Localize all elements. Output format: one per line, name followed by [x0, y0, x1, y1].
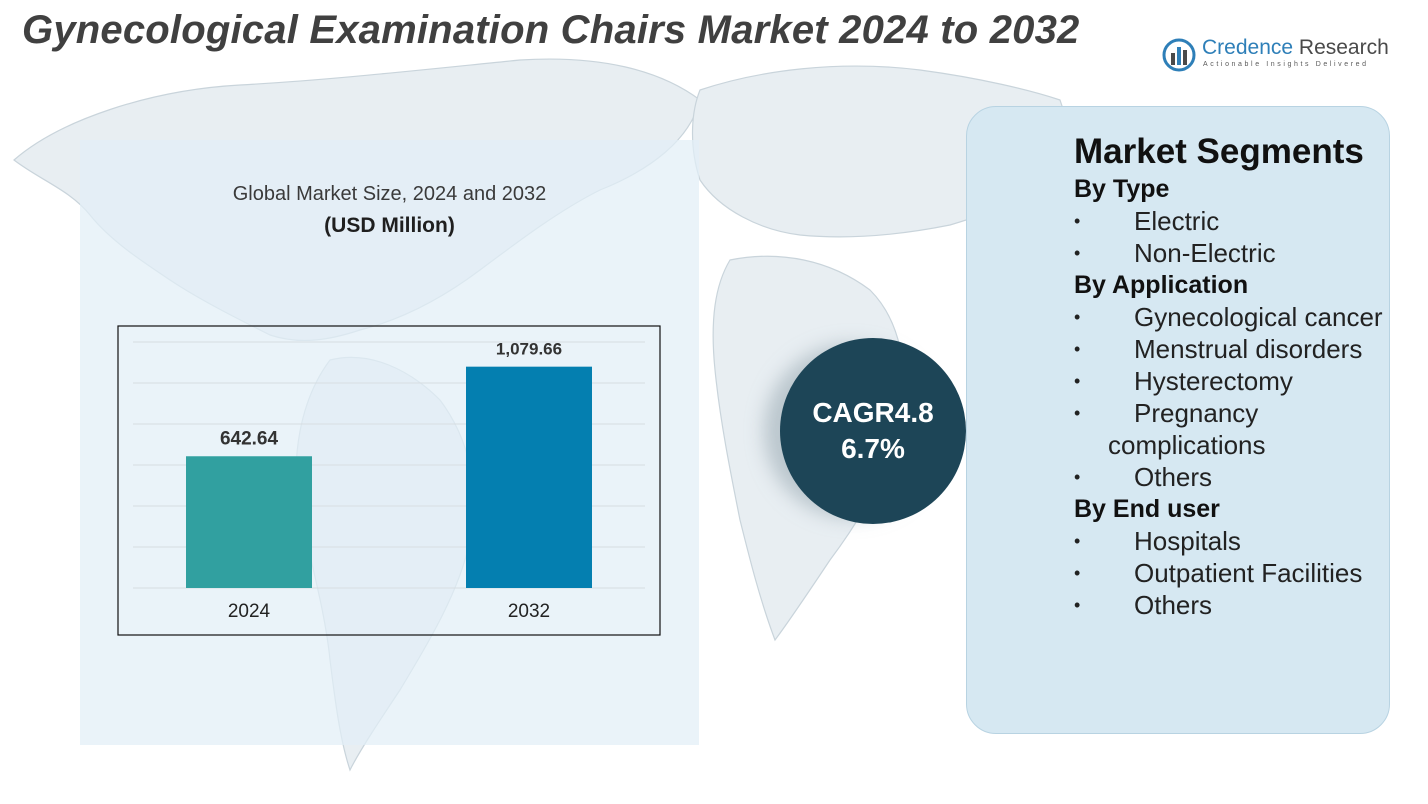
segment-item: • Others — [1074, 461, 1390, 493]
bullet-icon: • — [1074, 371, 1081, 391]
bullet-icon: • — [1074, 531, 1081, 551]
segment-item-label: Non-Electric — [1134, 238, 1276, 268]
bar-chart-logo-icon — [1162, 38, 1196, 72]
bullet-icon: • — [1074, 243, 1081, 263]
segment-item: • Gynecological cancer — [1074, 301, 1390, 333]
cagr-label: CAGR4.8 — [812, 397, 934, 428]
chart-panel: Global Market Size, 2024 and 2032 (USD M… — [80, 140, 699, 745]
segment-group-title: By Type — [1074, 175, 1170, 203]
segment-item-label: Menstrual disorders — [1134, 334, 1363, 364]
logo-name-secondary: Research — [1298, 36, 1389, 59]
segment-item-label: Gynecological cancer — [1134, 302, 1383, 332]
segment-group-title: By End user — [1074, 495, 1220, 523]
bullet-icon: • — [1074, 595, 1081, 615]
segment-item: • Outpatient Facilities — [1074, 557, 1390, 589]
category-label-2032: 2032 — [508, 601, 550, 622]
bar-chart: 642.64 1,079.66 2024 2032 — [117, 325, 661, 636]
logo-tagline: Actionable Insights Delivered — [1203, 61, 1369, 68]
bullet-icon: • — [1074, 307, 1081, 327]
chart-value-labels: 642.64 1,079.66 — [220, 340, 562, 450]
bullet-icon: • — [1074, 563, 1081, 583]
logo-name: Credence Research — [1202, 36, 1389, 60]
segment-item-label: Outpatient Facilities — [1134, 558, 1363, 588]
bullet-icon: • — [1074, 211, 1081, 231]
chart-unit: (USD Million) — [324, 214, 455, 237]
category-label-2024: 2024 — [228, 601, 271, 622]
segment-item-label: Others — [1134, 590, 1213, 620]
bullet-icon: • — [1074, 403, 1081, 423]
segment-item: • Non-Electric — [1074, 237, 1390, 269]
segment-group-title: By Application — [1074, 271, 1249, 299]
logo-name-primary: Credence — [1202, 36, 1294, 59]
bullet-icon: • — [1074, 467, 1081, 487]
segment-item: • Menstrual disorders — [1074, 333, 1390, 365]
bullet-icon: • — [1074, 339, 1081, 359]
cagr-value: 6.7% — [841, 433, 905, 464]
segment-item-label: Others — [1134, 462, 1213, 492]
brand-logo: Credence Research Actionable Insights De… — [1162, 36, 1402, 76]
chart-category-labels: 2024 2032 — [228, 601, 550, 622]
segment-item: • Others — [1074, 589, 1390, 621]
segment-item: • Hospitals — [1074, 525, 1390, 557]
segment-item: • Pregnancy complications — [1074, 397, 1390, 461]
segment-item: • Electric — [1074, 205, 1390, 237]
segment-item-label: Hysterectomy — [1134, 366, 1293, 396]
chart-title: Global Market Size, 2024 and 2032 — [232, 183, 547, 205]
segment-item-label: Electric — [1134, 206, 1220, 236]
value-label-2032: 1,079.66 — [496, 340, 562, 359]
bar-2032 — [466, 366, 592, 588]
chart-frame — [117, 325, 661, 636]
segments-heading: Market Segments — [1074, 132, 1364, 171]
segments-list: Market Segments By Type • Electric • Non-Ele… — [1074, 133, 1390, 621]
bar-2024 — [186, 456, 312, 588]
chart-bars — [186, 366, 592, 588]
segment-item: • Hysterectomy — [1074, 365, 1390, 397]
segment-item-label: Pregnancy complications — [1108, 398, 1266, 460]
market-segments-panel: Market Segments By Type • Electric • Non-Ele… — [966, 106, 1390, 734]
page-title: Gynecological Examination Chairs Market … — [22, 8, 1080, 52]
value-label-2024: 642.64 — [220, 428, 279, 449]
segment-item-label: Hospitals — [1134, 526, 1241, 556]
cagr-badge: CAGR4.8 6.7% — [780, 338, 966, 524]
